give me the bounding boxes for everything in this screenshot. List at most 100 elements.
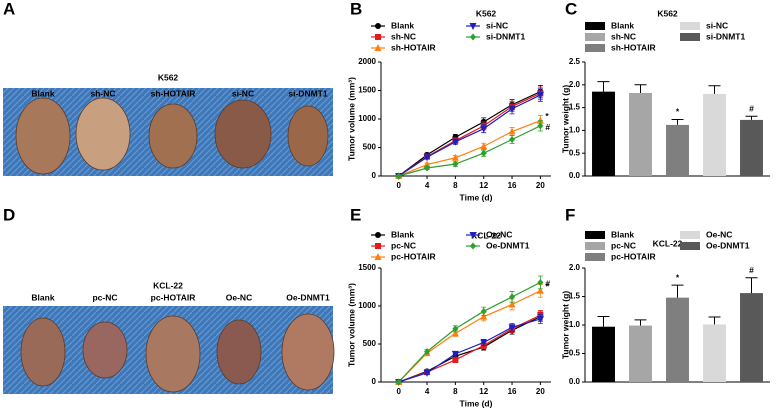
legend-swatch [585, 231, 605, 239]
chart-title: K562 [657, 8, 678, 18]
marker [451, 138, 459, 146]
chart-title: KCL-22 [471, 230, 501, 240]
legend-item: pc-HOTAIR [371, 251, 436, 261]
x-tick-label: 20 [536, 181, 545, 190]
tumor [287, 105, 329, 167]
bar [666, 297, 689, 382]
legend-item: si-NC [466, 20, 508, 30]
y-tick-label: 0 [372, 377, 377, 386]
photo-title: KCL-22 [153, 280, 183, 290]
error-bar [671, 284, 684, 298]
marker [536, 315, 544, 323]
x-axis-label: Time (d) [460, 398, 493, 408]
bar [740, 119, 763, 176]
legend-item: pc-HOTAIR [585, 251, 656, 261]
legend-item: Oe-DNMT1 [466, 240, 530, 250]
y-tick-label: 0.5 [569, 349, 581, 358]
photo-label: sh-HOTAIR [151, 88, 196, 98]
legend-label: si-NC [486, 20, 508, 30]
legend-label: si-DNMT1 [486, 31, 525, 41]
marker [395, 172, 402, 180]
legend-swatch [680, 33, 700, 41]
y-tick-label: 1000 [358, 114, 376, 123]
y-axis-label: Tumor weight (g) [560, 291, 570, 359]
error-bar [634, 84, 647, 94]
legend-item: Blank [585, 20, 634, 30]
marker [451, 153, 459, 161]
annotation: * [545, 111, 549, 121]
y-tick-label: 1000 [358, 301, 376, 310]
bar [629, 93, 652, 176]
legend-item: Oe-NC [680, 229, 732, 239]
legend-item: Blank [371, 229, 414, 239]
annotation: * [676, 272, 680, 282]
y-tick-label: 1500 [358, 263, 376, 272]
marker [452, 325, 459, 333]
panel-label: B [350, 0, 362, 18]
legend-label: Oe-DNMT1 [486, 240, 530, 250]
legend-label: sh-NC [391, 31, 416, 41]
legend-item: si-NC [680, 20, 728, 30]
tumor [20, 317, 66, 387]
x-tick-label: 4 [425, 387, 430, 396]
x-tick-label: 12 [479, 387, 488, 396]
marker [375, 243, 381, 249]
marker [395, 378, 402, 386]
x-tick-label: 16 [508, 387, 517, 396]
tumor [214, 99, 272, 169]
error-bar [745, 115, 758, 120]
legend-label: pc-NC [391, 240, 416, 250]
bar [703, 324, 726, 382]
legend-item: pc-NC [585, 240, 636, 250]
chart-title: K562 [476, 8, 497, 18]
y-tick-label: 2.0 [569, 80, 581, 89]
tumor [281, 313, 335, 391]
annotation: # [545, 279, 550, 289]
marker [537, 122, 544, 130]
legend-swatch [585, 33, 605, 41]
y-tick-label: 1.5 [569, 292, 581, 301]
photo-label: Oe-NC [226, 292, 252, 302]
y-tick-label: 0.0 [569, 171, 581, 180]
marker [469, 232, 477, 239]
photo-label: Oe-DNMT1 [286, 292, 330, 302]
marker [470, 242, 476, 250]
tumor [82, 321, 128, 379]
marker [452, 160, 459, 168]
marker [374, 44, 382, 51]
y-tick-label: 1500 [358, 86, 376, 95]
marker [508, 300, 516, 308]
annotation: # [749, 104, 754, 114]
legend-swatch [680, 242, 700, 250]
legend-label: sh-HOTAIR [611, 42, 656, 52]
y-axis-label: Tumor volume (mm³) [346, 283, 356, 367]
series-line [398, 94, 541, 177]
marker [508, 105, 516, 113]
photo-label: Blank [31, 292, 54, 302]
legend-swatch [585, 253, 605, 261]
x-tick-label: 8 [453, 181, 458, 190]
x-tick-label: 16 [508, 181, 517, 190]
legend-label: pc-HOTAIR [391, 251, 436, 261]
error-bar [634, 319, 647, 326]
legend-swatch [585, 242, 605, 250]
marker [480, 312, 488, 320]
marker [480, 125, 488, 133]
x-tick-label: 20 [536, 387, 545, 396]
bar [592, 91, 615, 176]
marker [375, 232, 381, 238]
chart-title: KCL-22 [653, 238, 683, 248]
x-tick-label: 4 [425, 181, 430, 190]
marker [451, 350, 459, 358]
marker [508, 324, 516, 332]
marker [509, 293, 516, 301]
panel-label: F [565, 205, 575, 224]
photo-label: sh-NC [90, 88, 115, 98]
series-line [398, 316, 541, 383]
legend-item: Blank [585, 229, 634, 239]
legend-item: si-DNMT1 [680, 31, 745, 41]
error-bar [597, 81, 610, 92]
legend-label: Oe-DNMT1 [706, 240, 750, 250]
legend-item: Oe-NC [466, 229, 512, 239]
legend-label: si-DNMT1 [706, 31, 745, 41]
